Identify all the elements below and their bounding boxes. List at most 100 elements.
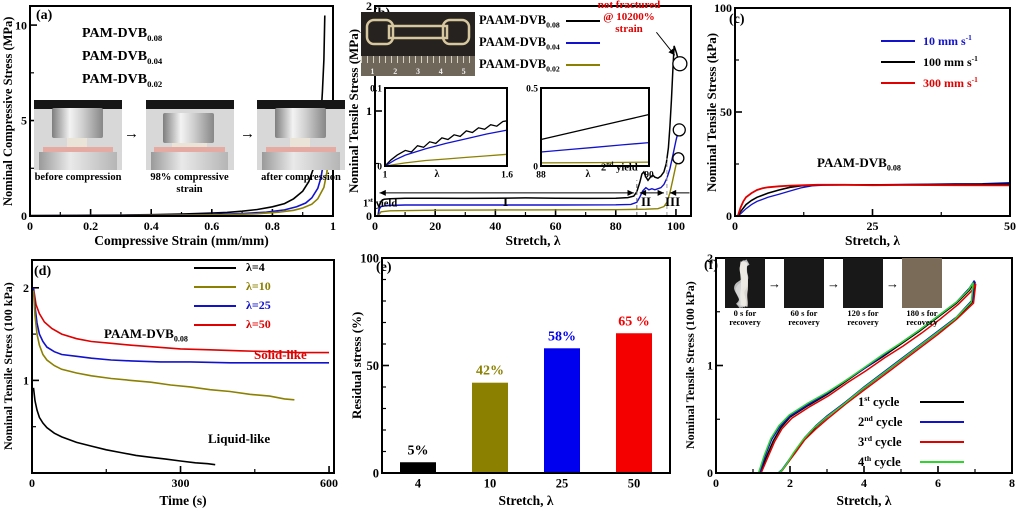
series-label-text: PAM-DVB <box>82 72 148 87</box>
legend-label: λ=25 <box>246 298 271 312</box>
legend-line <box>881 60 915 63</box>
svg-text:50: 50 <box>720 105 732 119</box>
arrow-right-icon: → <box>768 276 781 291</box>
legend-label: 10 mm s-1 <box>923 32 972 48</box>
svg-text:5: 5 <box>21 114 27 128</box>
photo-caption: 98% compressive strain <box>150 172 229 195</box>
panel-e: 0 50 100 5% 4 42% 10 58% 25 65 % 50 Residual stres… <box>348 250 682 511</box>
base-platen-graphic <box>150 152 229 170</box>
recovery-photo <box>739 258 942 308</box>
svg-text:0: 0 <box>27 219 33 233</box>
sample-name-label: PAAM-DVB0.08 <box>817 155 901 173</box>
legend-line <box>194 285 236 288</box>
panel-a-y-axis-label: Nominal Compressive Stress (MPa) <box>1 16 15 206</box>
panel-d-y-axis-label: Nominal Tensile Stress (100 kPa) <box>1 282 15 451</box>
photo-caption: 180 s for recovery <box>906 308 938 328</box>
ruler-number: 2 <box>393 67 398 76</box>
photo-60s-recovery: 60 s for recovery <box>735 258 825 328</box>
legend-item: λ=50 <box>194 315 271 334</box>
arrow-right-icon: → <box>240 126 255 142</box>
panel-f-chart: 0 2 4 6 8 0 1 2 <box>707 251 1015 490</box>
svg-text:50: 50 <box>1004 219 1016 233</box>
legend-item: λ=10 <box>194 277 271 296</box>
photo-caption: 60 s for recovery <box>788 308 820 328</box>
dumbbell-sample-graphic <box>365 18 471 46</box>
legend-item: 100 mm s-1 <box>881 51 978 72</box>
panel-f-legend: 1st cycle 2nd cycle 3rd cycle 4th cycle <box>858 392 964 472</box>
svg-text:0: 0 <box>29 476 35 490</box>
legend-item: 2nd cycle <box>858 412 964 432</box>
photo-120s-recovery: 120 s for recovery <box>738 258 884 328</box>
panel-d-x-axis-label: Time (s) <box>159 493 207 508</box>
svg-text:1: 1 <box>366 104 372 118</box>
legend-item: λ=25 <box>194 296 271 315</box>
legend-item: 4th cycle <box>858 452 964 472</box>
legend-label: 3rd cycle <box>858 433 902 450</box>
arrow-right-icon: → <box>886 276 899 291</box>
svg-text:0.4: 0.4 <box>144 219 159 233</box>
panel-b-legend: PAAM-DVB0.08 PAAM-DVB0.04 PAAM-DVB0.02 <box>479 10 600 76</box>
svg-text:58%: 58% <box>548 329 576 344</box>
svg-text:0: 0 <box>377 162 382 172</box>
series-label-pam-dvb-002: PAM-DVB0.02 <box>82 72 162 95</box>
panel-a-tag: (a) <box>36 8 53 23</box>
svg-text:65 %: 65 % <box>618 314 650 329</box>
panel-d-legend: λ=4 λ=10 λ=25 λ=50 <box>194 258 271 334</box>
svg-text:2: 2 <box>366 0 372 13</box>
legend-item: 10 mm s-1 <box>881 30 978 51</box>
legend-label: 100 mm s-1 <box>923 53 978 69</box>
crosshead-graphic <box>145 100 234 109</box>
solid-like-label: Solid-like <box>254 347 307 362</box>
svg-text:2: 2 <box>787 476 793 490</box>
legend-label: 1st cycle <box>858 393 900 410</box>
svg-text:0.8: 0.8 <box>265 219 280 233</box>
svg-text:50: 50 <box>367 359 380 373</box>
panel-b-x-axis-label: Stretch, λ <box>505 233 561 248</box>
legend-line <box>194 304 236 307</box>
svg-text:1: 1 <box>707 359 713 373</box>
pink-plate-graphic <box>265 147 337 152</box>
panel-a-series-labels: PAM-DVB0.08 PAM-DVB0.04 PAM-DVB0.02 <box>82 26 162 95</box>
legend-label: λ=10 <box>246 279 271 293</box>
svg-text:5%: 5% <box>408 443 429 458</box>
series-label-text: PAM-DVB <box>82 49 148 64</box>
series-label-sub: 0.02 <box>147 78 163 89</box>
legend-label: 300 mm s-1 <box>923 74 978 90</box>
second-yield-label: 2nd yield <box>601 161 638 174</box>
legend-line <box>194 323 236 326</box>
svg-text:0.1: 0.1 <box>370 84 382 94</box>
crosshead-graphic <box>34 100 122 109</box>
compression-photo <box>34 100 122 170</box>
series-label-sub: 0.04 <box>147 55 163 66</box>
sample-photo: 1 2 3 4 5 <box>361 12 475 76</box>
piston-graphic <box>51 108 103 138</box>
sample-name-label: PAAM-DVB0.08 <box>104 326 188 344</box>
photo-after-compression: after compression <box>257 100 345 184</box>
series-label-text: PAM-DVB <box>82 26 148 41</box>
gel-sample-graphic <box>67 138 87 148</box>
legend-item: PAAM-DVB0.02 <box>479 54 600 76</box>
svg-text:100: 100 <box>360 251 379 265</box>
svg-text:2: 2 <box>23 281 29 295</box>
svg-text:50: 50 <box>628 477 641 491</box>
gel-sample-graphic <box>171 143 208 147</box>
panel-d-tag: (d) <box>34 264 52 279</box>
arrow-right-icon: → <box>827 276 840 291</box>
arrow-right-icon: → <box>124 126 139 142</box>
svg-text:0: 0 <box>21 209 27 223</box>
panel-d-chart: 0 300 600 1 2 <box>23 259 338 490</box>
legend-label: PAAM-DVB0.04 <box>479 34 560 52</box>
svg-text:25: 25 <box>556 477 569 491</box>
panel-a: 0 0.2 0.4 0.6 0.8 1 0 5 10 Nominal Compressive S… <box>0 0 345 250</box>
svg-text:10: 10 <box>484 477 497 491</box>
legend-label: PAAM-DVB0.02 <box>479 56 560 74</box>
liquid-like-label: Liquid-like <box>208 431 271 446</box>
svg-text:1: 1 <box>330 219 336 233</box>
svg-text:0.6: 0.6 <box>204 219 219 233</box>
svg-text:600: 600 <box>320 476 338 490</box>
series-label-pam-dvb-004: PAM-DVB0.04 <box>82 49 162 72</box>
svg-text:2: 2 <box>707 251 713 265</box>
legend-line <box>881 81 915 84</box>
